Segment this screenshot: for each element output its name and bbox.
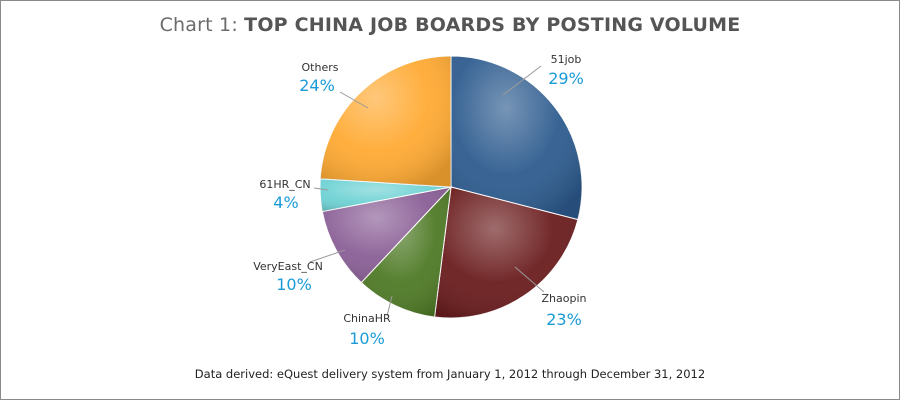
- chart-title: Chart 1: TOP CHINA JOB BOARDS BY POSTING…: [0, 14, 900, 36]
- slice-label-others: Others: [302, 61, 339, 74]
- leader-line-51job: [502, 65, 542, 96]
- slice-label-veryeast-cn: VeryEast_CN: [253, 260, 323, 273]
- leader-line-zhaopin: [514, 266, 545, 293]
- leader-line-veryeast-cn: [309, 249, 346, 263]
- slice-value-61hr-cn: 4%: [273, 193, 298, 212]
- data-source-note: Data derived: eQuest delivery system fro…: [194, 367, 706, 381]
- pie-slice-others: [319, 55, 452, 188]
- slice-label-61hr-cn: 61HR_CN: [259, 178, 310, 191]
- slice-label-51job: 51job: [551, 53, 582, 66]
- leader-line-61hr-cn: [313, 187, 329, 191]
- chart-title-main: TOP CHINA JOB BOARDS BY POSTING VOLUME: [244, 14, 741, 36]
- leader-line-chinahr: [386, 295, 393, 317]
- slice-value-51job: 29%: [548, 69, 584, 88]
- leader-line-others: [339, 91, 369, 109]
- chart-title-prefix: Chart 1:: [159, 14, 245, 36]
- slice-label-zhaopin: Zhaopin: [542, 292, 587, 305]
- slice-value-veryeast-cn: 10%: [276, 275, 312, 294]
- slice-value-others: 24%: [299, 76, 335, 95]
- slice-value-zhaopin: 23%: [546, 310, 582, 329]
- slice-value-chinahr: 10%: [349, 329, 385, 348]
- slice-label-chinahr: ChinaHR: [343, 312, 391, 325]
